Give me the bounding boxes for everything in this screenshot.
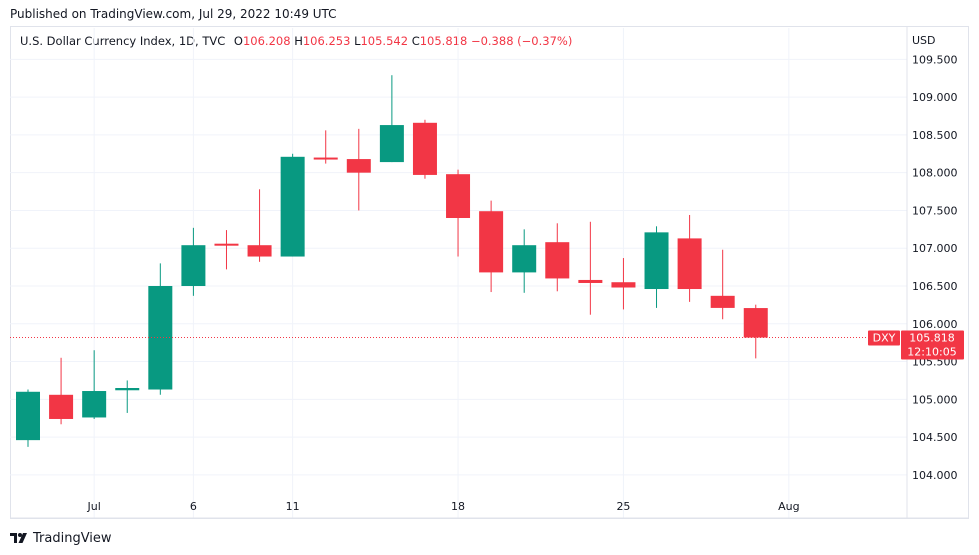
- x-tick-label: 18: [451, 500, 465, 513]
- candle: [611, 258, 636, 310]
- candle: [743, 304, 768, 359]
- candle-body: [743, 308, 768, 338]
- legend-change: −0.388 (−0.37%): [470, 34, 573, 48]
- candle: [512, 229, 537, 293]
- candle-body: [412, 122, 437, 175]
- candle: [49, 357, 74, 425]
- candle-body: [545, 242, 570, 279]
- candle-body: [82, 391, 107, 418]
- candle: [16, 389, 40, 447]
- candle: [578, 221, 603, 315]
- x-tick-label: 25: [616, 500, 630, 513]
- legend-open-label: O: [233, 34, 243, 48]
- candle: [644, 226, 669, 308]
- legend-low: 105.542: [360, 34, 409, 48]
- y-tick-label: 108.500: [912, 129, 958, 142]
- candle-body: [346, 159, 371, 173]
- candle: [710, 249, 735, 320]
- legend-close-label: C: [411, 34, 420, 48]
- candle-body: [280, 156, 305, 257]
- legend-low-label: L: [354, 34, 361, 48]
- candle-body: [247, 245, 272, 257]
- legend-high-label: H: [294, 34, 303, 48]
- candle: [479, 200, 504, 293]
- y-tick-label: 104.500: [912, 431, 958, 444]
- candle: [313, 130, 338, 164]
- candle-body: [677, 238, 702, 290]
- candle: [412, 119, 437, 179]
- countdown-tag: 12:10:05: [907, 346, 956, 359]
- candle: [82, 350, 107, 419]
- symbol-tag: DXY: [873, 332, 896, 345]
- y-tick-label: 109.500: [912, 53, 958, 66]
- candle: [545, 223, 570, 292]
- legend-open: 106.208: [242, 34, 291, 48]
- y-tick-label: 108.000: [912, 167, 958, 180]
- grid: [10, 28, 907, 518]
- price-tag: 105.818: [909, 332, 955, 345]
- candle-body: [214, 243, 239, 246]
- x-tick-label: Aug: [778, 500, 799, 513]
- candle-body: [115, 388, 140, 391]
- y-tick-label: 106.000: [912, 318, 958, 331]
- symbol-tag-bg: [868, 330, 900, 346]
- published-note: Published on TradingView.com, Jul 29, 20…: [10, 7, 337, 21]
- candle-body: [479, 211, 504, 273]
- candle-body: [313, 157, 338, 160]
- footer-brand-label: TradingView: [33, 530, 112, 546]
- candles: [16, 75, 768, 447]
- candle-body: [611, 282, 636, 288]
- y-tick-label: 109.000: [912, 91, 958, 104]
- y-tick-label: 104.000: [912, 469, 958, 482]
- candle-body: [379, 125, 404, 163]
- candle-body: [49, 394, 74, 419]
- candle: [148, 263, 173, 395]
- candle: [214, 230, 239, 270]
- legend-high: 106.253: [302, 34, 351, 48]
- candle: [115, 380, 140, 413]
- candle: [247, 189, 272, 262]
- candle: [181, 227, 206, 296]
- footer-brand: TradingView: [10, 528, 112, 548]
- candle: [446, 169, 471, 257]
- y-tick-label: 105.000: [912, 393, 958, 406]
- currency-label: USD: [912, 34, 936, 47]
- tradingview-logo-icon: [10, 533, 27, 543]
- candle: [379, 75, 404, 163]
- candle-body: [512, 245, 537, 273]
- candle-body: [578, 279, 603, 283]
- y-tick-label: 106.500: [912, 280, 958, 293]
- chart-legend: U.S. Dollar Currency Index, 1D, TVC O106…: [20, 34, 572, 48]
- candle: [346, 128, 371, 211]
- candle-body: [446, 174, 471, 218]
- y-tick-label: 107.000: [912, 242, 958, 255]
- candle: [677, 214, 702, 302]
- legend-symbol: U.S. Dollar Currency Index, 1D, TVC: [20, 34, 226, 48]
- candle-body: [710, 295, 735, 308]
- y-tick-label: 107.500: [912, 204, 958, 217]
- x-tick-label: Jul: [87, 500, 101, 513]
- candle: [280, 153, 305, 257]
- legend-close: 105.818: [419, 34, 468, 48]
- axes: 104.000104.500105.000105.500106.000106.5…: [10, 27, 969, 519]
- candle-body: [181, 245, 206, 286]
- x-tick-label: 11: [286, 500, 300, 513]
- candle-body: [16, 391, 40, 441]
- candle-body: [644, 232, 669, 290]
- x-tick-label: 6: [190, 500, 197, 513]
- price-tag-bg: [901, 330, 964, 360]
